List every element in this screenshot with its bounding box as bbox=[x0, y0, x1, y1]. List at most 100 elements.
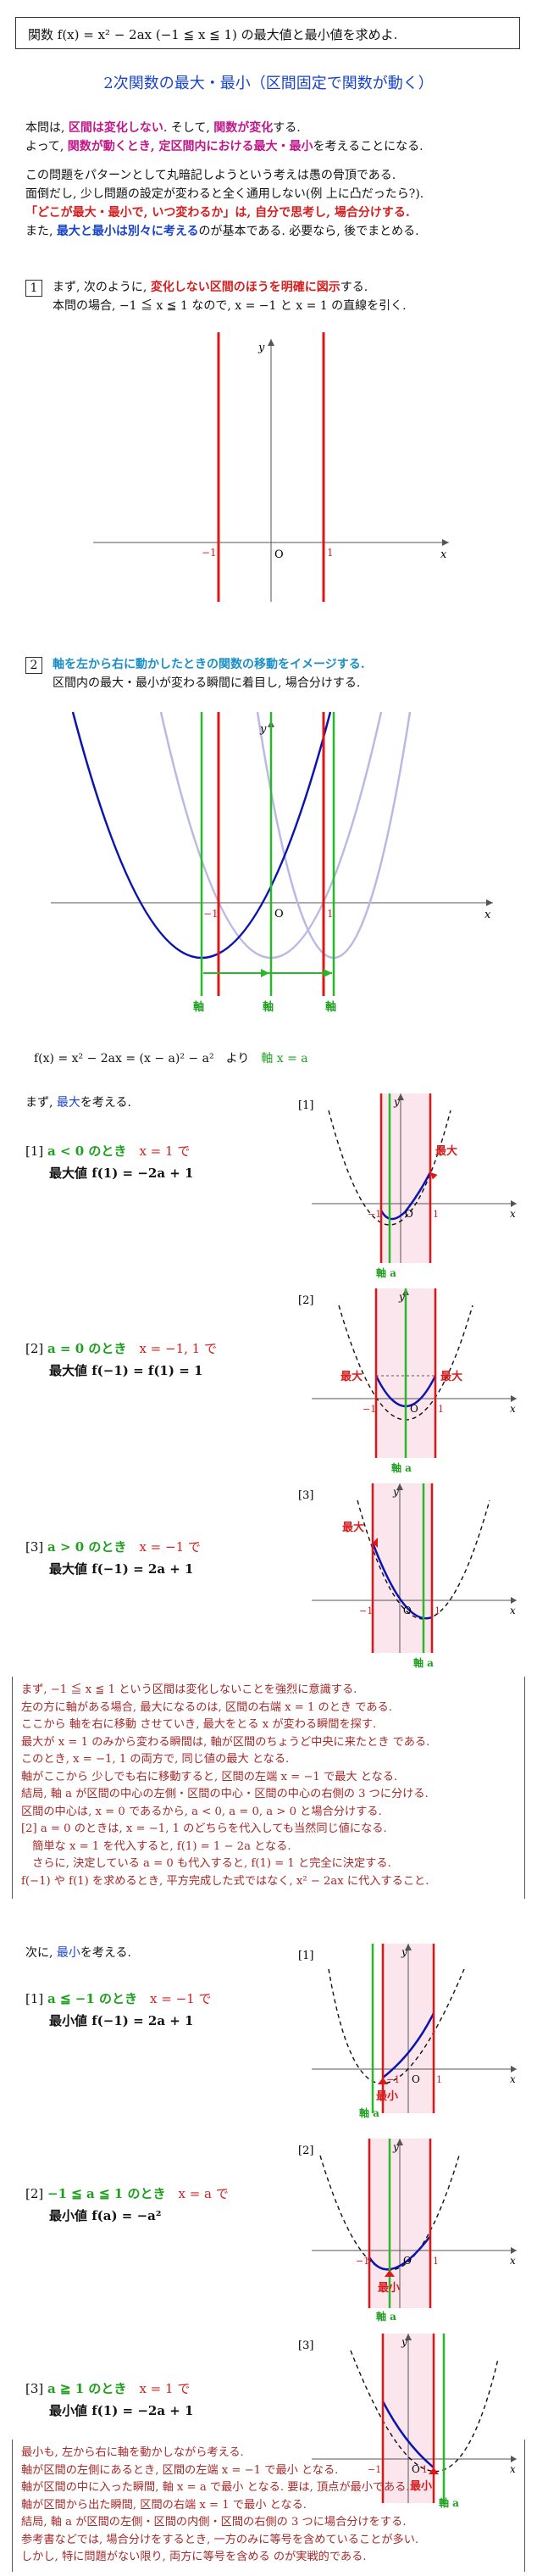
min-case-2: [2] −1 ≦ a ≦ 1 のとき x = a で 最小値 f(a) = −a… bbox=[25, 2186, 229, 2223]
axis-label-center: 軸 bbox=[263, 1000, 274, 1014]
note-max-line: このとき, x = −1, 1 の両方で, 同じ値の最大 となる. bbox=[21, 1753, 290, 1766]
svg-text:y: y bbox=[392, 2141, 399, 2153]
svg-text:[2]: [2] bbox=[298, 1294, 313, 1307]
svg-text:最小: 最小 bbox=[376, 2090, 398, 2103]
svg-text:x: x bbox=[510, 1403, 516, 1415]
svg-text:最小: 最小 bbox=[410, 2480, 432, 2493]
origin-label: O bbox=[274, 908, 284, 921]
intro-line-5: 「どこが最大・最小で, いつ変わるか」は, 自分で思考し, 場合分けする. bbox=[25, 206, 410, 220]
svg-text:y: y bbox=[398, 1291, 405, 1303]
svg-text:x: x bbox=[510, 2463, 516, 2475]
axis-label-right: 軸 bbox=[325, 1000, 336, 1014]
svg-text:x: x bbox=[510, 2073, 516, 2085]
note-max-line: 区間の中心は, x = 0 であるから, a < 0, a = 0, a > 0… bbox=[21, 1805, 382, 1818]
min-case-1: [1] a ≦ −1 のとき x = −1 で 最小値 f(−1) = 2a +… bbox=[25, 1991, 212, 2028]
axis-label-left: 軸 bbox=[193, 1000, 204, 1014]
problem-text: 関数 f(x) = x² − 2ax (−1 ≦ x ≦ 1) の最大値と最小値… bbox=[28, 27, 398, 42]
note-min-line: 参考書などでは, 場合分けをするとき, 一方のみに等号を含めていることが多い. bbox=[21, 2533, 419, 2546]
svg-text:[1]: [1] bbox=[298, 1950, 313, 1962]
svg-text:−1: −1 bbox=[363, 1404, 376, 1415]
svg-text:y: y bbox=[393, 1096, 400, 1108]
note-max-line: まず, −1 ≦ x ≦ 1 という区間は変化しないことを強烈に意識する. bbox=[21, 1683, 357, 1696]
origin-label: O bbox=[274, 548, 284, 561]
problem-box: 関数 f(x) = x² − 2ax (−1 ≦ x ≦ 1) の最大値と最小値… bbox=[15, 17, 520, 49]
step-1-line-1: まず, 次のように, 変化しない区間のほうを明確に図示する. bbox=[53, 281, 368, 294]
intro-line-1: 本問は, 区間は変化しない. そして, 関数が変化する. bbox=[25, 121, 301, 135]
note-min-line: しかし, 特に問題がない限り, 両方に等号を含める のが実戦的である. bbox=[21, 2551, 367, 2563]
svg-text:−1: −1 bbox=[356, 2256, 369, 2267]
svg-text:O: O bbox=[410, 1403, 418, 1415]
svg-text:O: O bbox=[405, 1208, 413, 1220]
svg-text:軸 a: 軸 a bbox=[376, 2310, 396, 2323]
svg-text:1: 1 bbox=[433, 2256, 439, 2267]
intro-line-4: 面倒だし, 少し問題の設定が変わると全く通用しない(例 上に凸だったら?). bbox=[25, 187, 424, 201]
svg-text:軸 a: 軸 a bbox=[439, 2496, 459, 2509]
note-max-line: 結局, 軸 a が区間の中心の左側・区間の中心・区間の中心の右側の 3 つに分け… bbox=[21, 1788, 429, 1800]
svg-text:1: 1 bbox=[435, 1605, 440, 1616]
svg-text:O: O bbox=[403, 2255, 412, 2267]
moving-parabola-figure: y x O −1 1 軸 軸 軸 bbox=[51, 711, 493, 1014]
interval-figure: y x O −1 1 bbox=[93, 332, 449, 602]
note-max-line: [2] a = 0 のときは, x = −1, 1 のどちらを代入しても当然同じ… bbox=[21, 1822, 387, 1835]
one-label: 1 bbox=[327, 547, 334, 559]
min-figure-2: [2] 最小 y x O −1 1 軸 a bbox=[298, 2139, 517, 2323]
svg-text:1: 1 bbox=[438, 1404, 444, 1415]
svg-text:軸 a: 軸 a bbox=[359, 2106, 379, 2119]
y-label: y bbox=[257, 342, 265, 354]
step-2-number: 2 bbox=[25, 657, 42, 674]
note-max-line: 左の方に軸がある場合, 最大になるのは, 区間の右端 x = 1 のとき である… bbox=[21, 1700, 392, 1714]
svg-text:−1: −1 bbox=[359, 1605, 373, 1616]
intro-line-3: この問題をパターンとして丸暗記しようという考えは愚の骨頂である. bbox=[25, 169, 396, 182]
svg-text:−1: −1 bbox=[368, 2464, 381, 2475]
note-min-line: 軸が区間の左側にあるとき, 区間の左端 x = −1 で最小 となる. bbox=[21, 2463, 339, 2477]
svg-text:最大: 最大 bbox=[342, 1521, 364, 1534]
intro-line-2: よって, 関数が動くとき, 定区間内における最大・最小を考えることになる. bbox=[25, 140, 424, 153]
note-max-line: ここから 軸を右に移動 させていき, 最大をとる x が変わる瞬間を探す. bbox=[21, 1718, 377, 1731]
svg-text:O: O bbox=[412, 2073, 420, 2085]
note-max-line: さらに, 決定している a = 0 も代入すると, f(1) = 1 と完全に決… bbox=[21, 1857, 391, 1870]
note-max-line: 簡単な x = 1 を代入すると, f(1) = 1 − 2a となる. bbox=[21, 1839, 291, 1853]
max-case-3: [3] a > 0 のとき x = −1 で 最大値 f(−1) = 2a + … bbox=[25, 1539, 201, 1577]
x-label: x bbox=[440, 548, 447, 561]
one-label: 1 bbox=[327, 908, 334, 920]
svg-text:最大: 最大 bbox=[340, 1370, 363, 1383]
note-max-line: 最大が x = 1 のみから変わる瞬間は, 軸が区間のちょうど中央に来たとき で… bbox=[21, 1735, 430, 1749]
svg-text:y: y bbox=[401, 2336, 407, 2348]
svg-text:軸 a: 軸 a bbox=[376, 1266, 396, 1279]
note-box-min: 最小も, 左から右に軸を動かしながら考える. 軸が区間の左側にあるとき, 区間の… bbox=[12, 2440, 525, 2572]
svg-text:x: x bbox=[510, 1605, 516, 1616]
svg-text:y: y bbox=[401, 1946, 407, 1958]
max-heading: まず, 最大を考える. bbox=[25, 1096, 131, 1110]
svg-text:1: 1 bbox=[422, 2464, 428, 2475]
svg-text:−1: −1 bbox=[386, 2074, 400, 2085]
intro-line-6: また, 最大と最小は別々に考えるのが基本である. 必要なら, 後でまとめる. bbox=[25, 225, 419, 238]
svg-text:1: 1 bbox=[436, 2074, 442, 2085]
max-figure-1: [1] 最大 y x O −1 1 軸 a bbox=[298, 1093, 517, 1279]
note-min-line: 軸が区間の中に入った瞬間, 軸 x = a で最小 となる. 要は, 頂点が最小… bbox=[21, 2481, 410, 2494]
svg-text:O: O bbox=[412, 2463, 420, 2475]
svg-text:最小: 最小 bbox=[378, 2282, 400, 2295]
note-max-line: f(−1) や f(1) を求めるとき, 平方完成した式ではなく, x² − 2… bbox=[21, 1874, 429, 1888]
svg-text:1: 1 bbox=[433, 1209, 439, 1220]
svg-text:[1]: [1] bbox=[298, 1099, 313, 1112]
svg-text:最大: 最大 bbox=[440, 1370, 462, 1383]
note-max-line: 軸がここから 少しでも右に移動すると, 区間の左端 x = −1 で最大 となる… bbox=[21, 1770, 398, 1783]
minus-one-label: −1 bbox=[202, 547, 217, 559]
min-figure-3: [3] 最小 y x O −1 1 軸 a bbox=[298, 2334, 517, 2509]
max-case-1: [1] a < 0 のとき x = 1 で 最大値 f(1) = −2a + 1 bbox=[25, 1143, 194, 1181]
min-case-3: [3] a ≧ 1 のとき x = 1 で 最小値 f(1) = −2a + 1 bbox=[25, 2381, 194, 2418]
svg-text:−1: −1 bbox=[368, 1209, 381, 1220]
step-2-line-2: 区間内の最大・最小が変わる瞬間に着目し, 場合分けする. bbox=[53, 676, 361, 690]
svg-text:[3]: [3] bbox=[298, 1489, 313, 1502]
note-min-line: 軸が区間から出た瞬間, 区間の右端 x = 1 で最小 となる. bbox=[21, 2498, 307, 2512]
note-min-line: 最小も, 左から右に軸を動かしながら考える. bbox=[21, 2446, 244, 2459]
x-label: x bbox=[484, 909, 491, 921]
svg-text:x: x bbox=[510, 2255, 516, 2267]
svg-text:y: y bbox=[392, 1486, 399, 1498]
svg-text:O: O bbox=[403, 1605, 412, 1616]
max-case-2: [2] a = 0 のとき x = −1, 1 で 最大値 f(−1) = f(… bbox=[25, 1341, 217, 1378]
svg-text:[3]: [3] bbox=[298, 2340, 313, 2352]
page-title: 2次関数の最大・最小（区間固定で関数が動く） bbox=[103, 75, 434, 92]
svg-text:軸 a: 軸 a bbox=[413, 1656, 434, 1669]
y-label: y bbox=[259, 723, 267, 736]
